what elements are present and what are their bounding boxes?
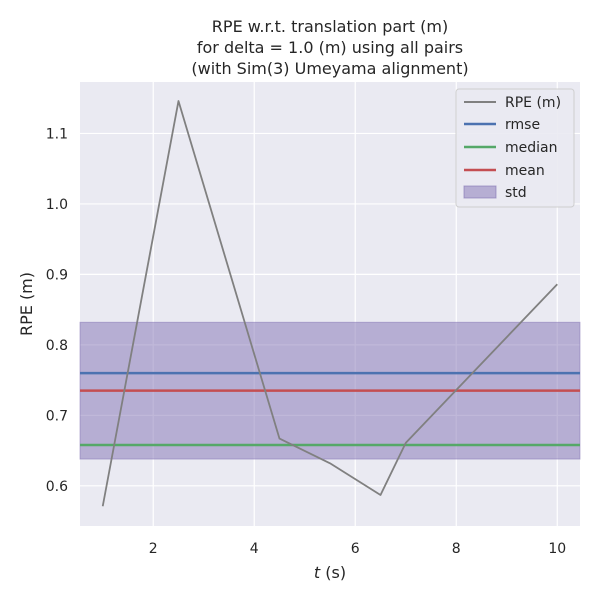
legend-box	[455, 88, 575, 208]
legend-label-mean: mean	[505, 163, 545, 179]
y-tick-label: 0.6	[46, 479, 68, 495]
chart-title-line-3: (with Sim(3) Umeyama alignment)	[191, 59, 468, 78]
x-axis-label: t (s)	[314, 563, 346, 582]
y-axis-label: RPE (m)	[17, 272, 36, 336]
legend: RPE (m) rmse median mean std	[455, 88, 575, 208]
legend-label-rmse: rmse	[505, 117, 540, 133]
legend-label-median: median	[505, 140, 557, 156]
x-tick-label: 6	[351, 541, 360, 557]
series-layer	[101, 100, 558, 507]
y-tick-label: 1.0	[46, 197, 68, 213]
chart-title-line-1: RPE w.r.t. translation part (m)	[212, 17, 448, 36]
x-axis-label-var: t	[314, 563, 321, 582]
y-tick-label: 0.7	[46, 408, 68, 424]
chart-title: RPE w.r.t. translation part (m) for delt…	[191, 17, 468, 78]
legend-label-rpe: RPE (m)	[505, 95, 561, 111]
legend-swatch-std	[463, 185, 497, 199]
x-tick-label: 2	[149, 541, 158, 557]
x-axis-label-unit: (s)	[320, 563, 346, 582]
y-tick-label: 1.1	[46, 126, 68, 142]
legend-label-std: std	[505, 185, 527, 201]
x-tick-label: 10	[548, 541, 566, 557]
y-tick-label: 0.8	[46, 338, 68, 354]
x-tick-labels: 2 4 6 8 10	[149, 541, 566, 557]
x-tick-label: 8	[452, 541, 461, 557]
stat-lines-layer	[80, 371, 580, 447]
x-tick-label: 4	[250, 541, 259, 557]
chart-title-line-2: for delta = 1.0 (m) using all pairs	[197, 38, 463, 57]
y-tick-label: 0.9	[46, 267, 68, 283]
y-tick-labels: 0.6 0.7 0.8 0.9 1.0 1.1	[46, 126, 68, 494]
